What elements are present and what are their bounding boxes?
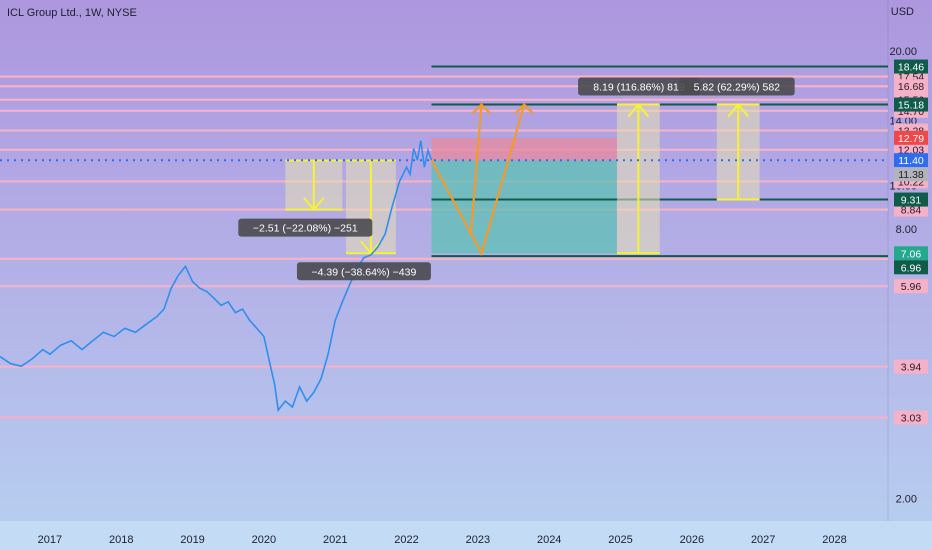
projection-branch [469, 104, 483, 237]
price-badge [894, 192, 928, 207]
measure-label: 5.82 (62.29%) 582 [694, 82, 781, 94]
price-badge-label: 11.40 [898, 155, 924, 167]
x-tick-label: 2027 [751, 534, 775, 546]
y-tick-label: 20.00 [889, 46, 917, 58]
price-badge [894, 97, 928, 112]
x-tick-label: 2019 [180, 534, 204, 546]
pink-level-label: 5.96 [901, 281, 922, 293]
price-badge [894, 260, 928, 275]
price-badge-label: 15.18 [898, 100, 924, 112]
y-tick-label: 8.00 [896, 224, 917, 236]
measure-label-bg [238, 218, 373, 237]
pink-level-label: 8.84 [901, 205, 922, 217]
price-line [0, 140, 433, 413]
level-label-bg [894, 79, 928, 94]
price-badge-label: 7.06 [901, 248, 922, 260]
x-tick-label: 2020 [252, 534, 276, 546]
x-tick-label: 2023 [466, 534, 490, 546]
x-tick-label: 2024 [537, 534, 561, 546]
pink-level-label: 16.68 [898, 81, 924, 93]
target-zone [431, 160, 617, 254]
level-label-bg [894, 279, 928, 294]
measure-label: −2.51 (−22.08%) −251 [253, 223, 358, 235]
measure-label-bg [296, 262, 431, 281]
price-badge [894, 167, 928, 182]
measure-arrow-head [360, 240, 382, 255]
price-badge-label: 9.31 [901, 195, 922, 207]
price-badge [894, 153, 928, 168]
price-badge [894, 246, 928, 261]
projection-path [430, 104, 526, 257]
price-badge-label: 12.79 [898, 133, 924, 145]
chart-title: ICL Group Ltd., 1W, NYSE [7, 7, 137, 19]
projection-arrow-head [471, 102, 492, 115]
currency-label: USD [890, 6, 914, 18]
x-tick-label: 2018 [109, 534, 133, 546]
level-label-bg [894, 359, 928, 374]
level-label-bg [894, 410, 928, 425]
y-tick-label: 2.00 [896, 493, 917, 505]
projection-arrow-head [514, 102, 535, 115]
x-tick-label: 2022 [394, 534, 418, 546]
pink-level-label: 3.94 [901, 362, 922, 374]
price-badge-label: 18.46 [898, 62, 924, 74]
price-badge [894, 59, 928, 74]
measure-arrow-head [303, 196, 325, 212]
measure-label-bg [578, 77, 700, 96]
measure-label-bg [678, 77, 795, 96]
price-badge-label: 11.38 [898, 169, 924, 181]
x-tick-label: 2021 [323, 534, 347, 546]
measure-arrow-head [727, 102, 749, 118]
x-tick-label: 2028 [822, 534, 846, 546]
measure-arrow-head [627, 102, 650, 118]
x-axis-strip [0, 521, 932, 550]
price-badge [894, 130, 928, 145]
stop-loss-zone [431, 137, 617, 161]
x-tick-label: 2025 [608, 534, 632, 546]
pink-level-label: 3.03 [901, 413, 922, 425]
x-tick-label: 2017 [38, 534, 62, 546]
x-tick-label: 2026 [680, 534, 704, 546]
measure-label: −4.39 (−38.64%) −439 [312, 266, 417, 278]
measure-label: 8.19 (116.86%) 819 [593, 82, 685, 94]
price-badge-label: 6.96 [901, 262, 922, 274]
